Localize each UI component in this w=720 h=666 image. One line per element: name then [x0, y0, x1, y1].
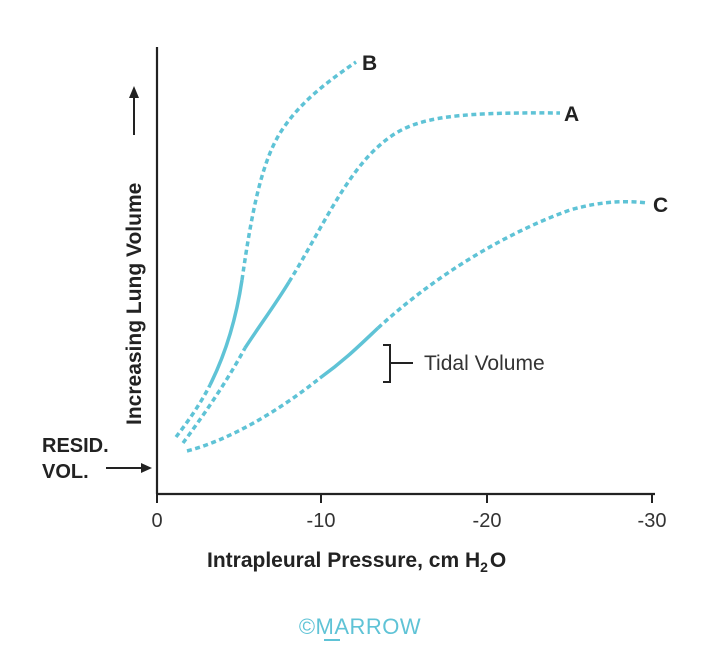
x-axis-title-main: Intrapleural Pressure, cm H — [207, 549, 480, 572]
y-axis-title: Increasing Lung Volume — [123, 183, 146, 425]
curve-b-lower-dashed — [174, 384, 212, 439]
resid-label-line1: RESID. — [42, 435, 109, 457]
curve-c-solid-segment — [318, 326, 380, 380]
curve-a-upper-dashed — [287, 111, 561, 283]
x-tick-label-20: -20 — [473, 510, 502, 532]
tidal-volume-label: Tidal Volume — [424, 352, 545, 375]
tidal-volume-bracket — [383, 344, 391, 383]
curve-b-label: B — [362, 52, 377, 75]
y-arrow-head — [129, 86, 139, 98]
resid-label-line2: VOL. — [42, 461, 89, 483]
curve-a-solid-segment — [243, 281, 291, 349]
curve-c-label: C — [653, 194, 668, 217]
x-tick-label-30: -30 — [638, 510, 667, 532]
curve-b-solid-segment — [208, 279, 244, 386]
x-axis-title-end: O — [490, 549, 506, 572]
x-axis-title-sub: 2 — [480, 559, 488, 575]
curve-c-lower-dashed — [186, 376, 322, 453]
curve-b-upper-dashed — [240, 60, 357, 281]
x-axis-title: Intrapleural Pressure, cm H2O — [207, 549, 506, 575]
curve-a-lower-dashed — [181, 347, 247, 445]
x-tick-label-0: 0 — [151, 510, 162, 532]
x-tick-label-10: -10 — [307, 510, 336, 532]
curve-a-label: A — [564, 103, 579, 126]
marrow-watermark: ©MARROW — [299, 614, 421, 639]
resid-arrow-head — [141, 463, 152, 473]
curve-c-upper-dashed — [376, 199, 649, 330]
